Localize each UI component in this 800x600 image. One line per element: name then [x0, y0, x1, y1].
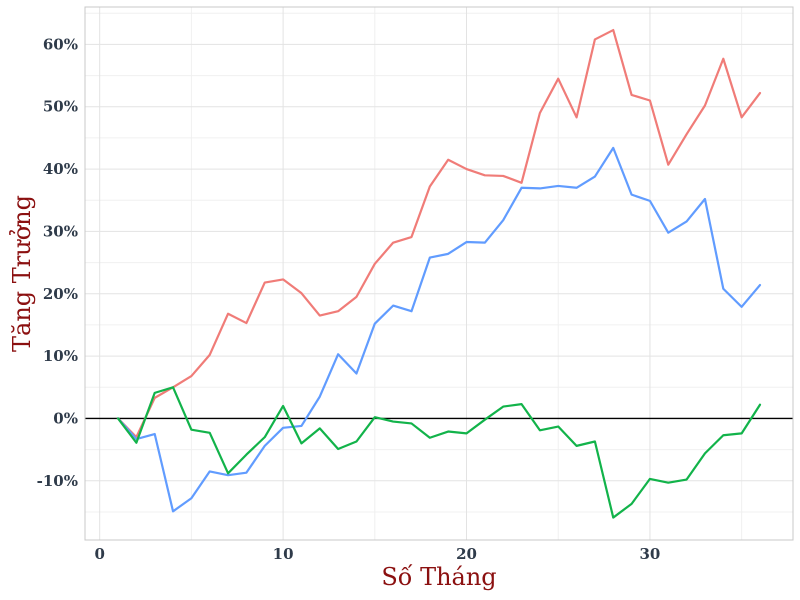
y-axis-title: Tăng Trưởng	[8, 195, 36, 352]
plot-panel-border	[84, 6, 794, 541]
y-tick-label: 60%	[43, 35, 78, 53]
y-tick-label: 10%	[43, 347, 78, 365]
y-tick-label: 20%	[43, 285, 78, 303]
x-tick-label: 0	[94, 545, 104, 563]
y-tick-label: 50%	[43, 98, 78, 116]
x-tick-label: 10	[273, 545, 294, 563]
series-line-1	[116, 28, 762, 439]
y-tick-label: 30%	[43, 222, 78, 240]
y-axis-ticks: -10% 0% 10% 20% 30% 40% 50% 60%	[37, 35, 78, 489]
x-tick-label: 20	[456, 545, 477, 563]
x-axis-title: Số Tháng	[381, 563, 496, 591]
series-line-2	[116, 146, 762, 513]
y-tick-label: 40%	[43, 160, 78, 178]
x-axis-ticks: 0 10 20 30	[94, 545, 660, 563]
x-tick-label: 30	[639, 545, 660, 563]
y-tick-label: -10%	[37, 472, 78, 490]
y-tick-label: 0%	[53, 409, 78, 427]
series-line-3	[116, 386, 762, 519]
grid	[85, 7, 793, 540]
series-group	[116, 28, 762, 519]
